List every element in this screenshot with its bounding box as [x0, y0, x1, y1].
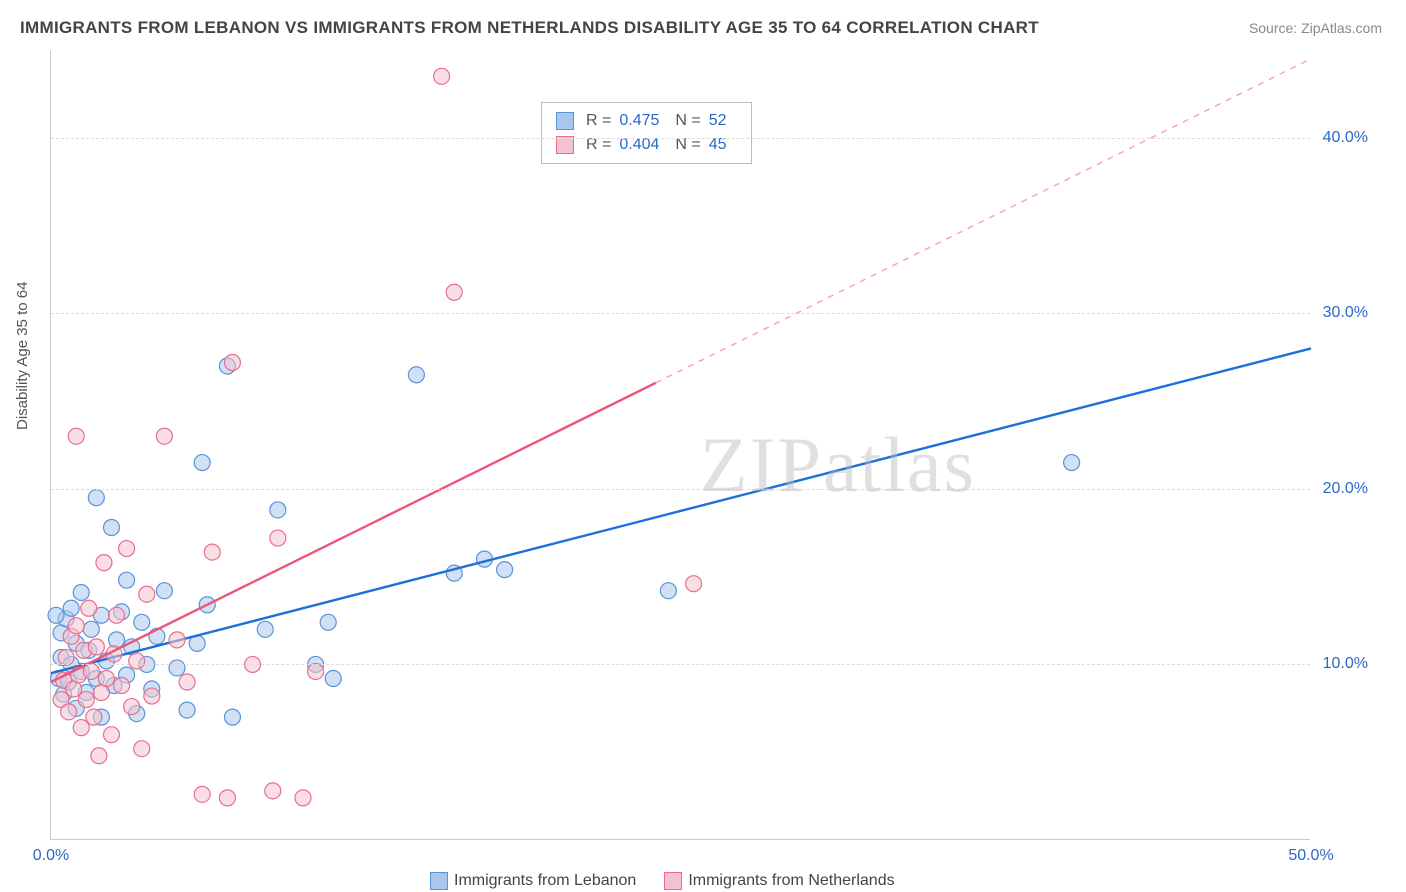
scatter-point-netherlands — [265, 783, 281, 799]
scatter-point-netherlands — [144, 688, 160, 704]
scatter-point-lebanon — [134, 614, 150, 630]
scatter-point-lebanon — [109, 632, 125, 648]
scatter-point-netherlands — [98, 670, 114, 686]
legend-series-label-lebanon: Immigrants from Lebanon — [454, 872, 636, 890]
scatter-point-netherlands — [194, 786, 210, 802]
legend-R-label: R = — [586, 133, 611, 157]
y-axis-label: Disability Age 35 to 64 — [14, 282, 31, 430]
scatter-point-netherlands — [119, 541, 135, 557]
scatter-point-netherlands — [68, 618, 84, 634]
y-tick-label: 10.0% — [1323, 655, 1368, 673]
scatter-point-lebanon — [119, 572, 135, 588]
scatter-point-netherlands — [61, 704, 77, 720]
scatter-point-lebanon — [73, 584, 89, 600]
scatter-point-lebanon — [224, 709, 240, 725]
scatter-point-lebanon — [156, 583, 172, 599]
legend-swatch — [664, 872, 682, 890]
legend-N-label: N = — [675, 133, 700, 157]
scatter-point-lebanon — [48, 607, 64, 623]
legend-series-item-netherlands: Immigrants from Netherlands — [664, 872, 894, 890]
scatter-point-lebanon — [63, 600, 79, 616]
scatter-point-netherlands — [103, 727, 119, 743]
scatter-point-lebanon — [497, 562, 513, 578]
x-tick-label: 0.0% — [33, 847, 69, 865]
scatter-point-netherlands — [446, 284, 462, 300]
scatter-point-netherlands — [139, 586, 155, 602]
scatter-point-netherlands — [109, 607, 125, 623]
scatter-point-netherlands — [434, 68, 450, 84]
scatter-point-netherlands — [179, 674, 195, 690]
scatter-point-netherlands — [114, 678, 130, 694]
scatter-point-netherlands — [96, 555, 112, 571]
y-tick-label: 30.0% — [1323, 304, 1368, 322]
chart-svg — [51, 50, 1310, 839]
scatter-point-netherlands — [270, 530, 286, 546]
legend-R-value-lebanon: 0.475 — [619, 109, 659, 133]
source-attribution: Source: ZipAtlas.com — [1249, 20, 1382, 36]
gridline-h — [51, 489, 1310, 490]
legend-corr-row-lebanon: R = 0.475 N = 52 — [556, 109, 737, 133]
legend-swatch-lebanon — [556, 112, 574, 130]
scatter-point-lebanon — [320, 614, 336, 630]
scatter-point-netherlands — [204, 544, 220, 560]
scatter-point-netherlands — [156, 428, 172, 444]
regression-line-netherlands — [51, 383, 656, 682]
chart-title: IMMIGRANTS FROM LEBANON VS IMMIGRANTS FR… — [20, 18, 1039, 38]
legend-series-label-netherlands: Immigrants from Netherlands — [688, 872, 894, 890]
legend-series-item-lebanon: Immigrants from Lebanon — [430, 872, 636, 890]
scatter-point-netherlands — [81, 600, 97, 616]
scatter-point-netherlands — [78, 692, 94, 708]
regression-line-netherlands-extrap — [656, 59, 1311, 383]
y-tick-label: 40.0% — [1323, 129, 1368, 147]
scatter-point-lebanon — [88, 490, 104, 506]
scatter-point-lebanon — [179, 702, 195, 718]
scatter-point-lebanon — [408, 367, 424, 383]
regression-line-lebanon — [51, 348, 1311, 673]
scatter-point-netherlands — [295, 790, 311, 806]
scatter-point-netherlands — [686, 576, 702, 592]
scatter-point-lebanon — [270, 502, 286, 518]
scatter-point-netherlands — [91, 748, 107, 764]
scatter-point-netherlands — [124, 699, 140, 715]
legend-N-value-netherlands: 45 — [709, 133, 727, 157]
legend-correlation: R = 0.475 N = 52 R = 0.404 N = 45 — [541, 102, 752, 164]
legend-N-label: N = — [675, 109, 700, 133]
scatter-point-lebanon — [325, 670, 341, 686]
scatter-point-lebanon — [194, 455, 210, 471]
scatter-point-lebanon — [103, 520, 119, 536]
scatter-point-lebanon — [1064, 455, 1080, 471]
scatter-point-lebanon — [169, 660, 185, 676]
scatter-point-netherlands — [219, 790, 235, 806]
y-tick-label: 20.0% — [1323, 480, 1368, 498]
scatter-point-netherlands — [169, 632, 185, 648]
scatter-point-lebanon — [83, 621, 99, 637]
scatter-point-netherlands — [86, 709, 102, 725]
scatter-point-lebanon — [660, 583, 676, 599]
legend-corr-row-netherlands: R = 0.404 N = 45 — [556, 133, 737, 157]
legend-R-value-netherlands: 0.404 — [619, 133, 659, 157]
gridline-h — [51, 313, 1310, 314]
gridline-h — [51, 664, 1310, 665]
scatter-point-netherlands — [224, 354, 240, 370]
scatter-point-netherlands — [58, 649, 74, 665]
gridline-h — [51, 138, 1310, 139]
scatter-point-lebanon — [257, 621, 273, 637]
scatter-point-netherlands — [129, 653, 145, 669]
scatter-point-netherlands — [68, 428, 84, 444]
scatter-point-netherlands — [308, 663, 324, 679]
scatter-point-netherlands — [88, 639, 104, 655]
scatter-point-netherlands — [134, 741, 150, 757]
legend-R-label: R = — [586, 109, 611, 133]
x-tick-label: 50.0% — [1288, 847, 1333, 865]
legend-N-value-lebanon: 52 — [709, 109, 727, 133]
legend-series: Immigrants from Lebanon Immigrants from N… — [430, 872, 895, 890]
plot-area: R =0.475N =52R =0.404N =45 10.0%20.0%30.… — [50, 50, 1310, 840]
legend-swatch — [430, 872, 448, 890]
